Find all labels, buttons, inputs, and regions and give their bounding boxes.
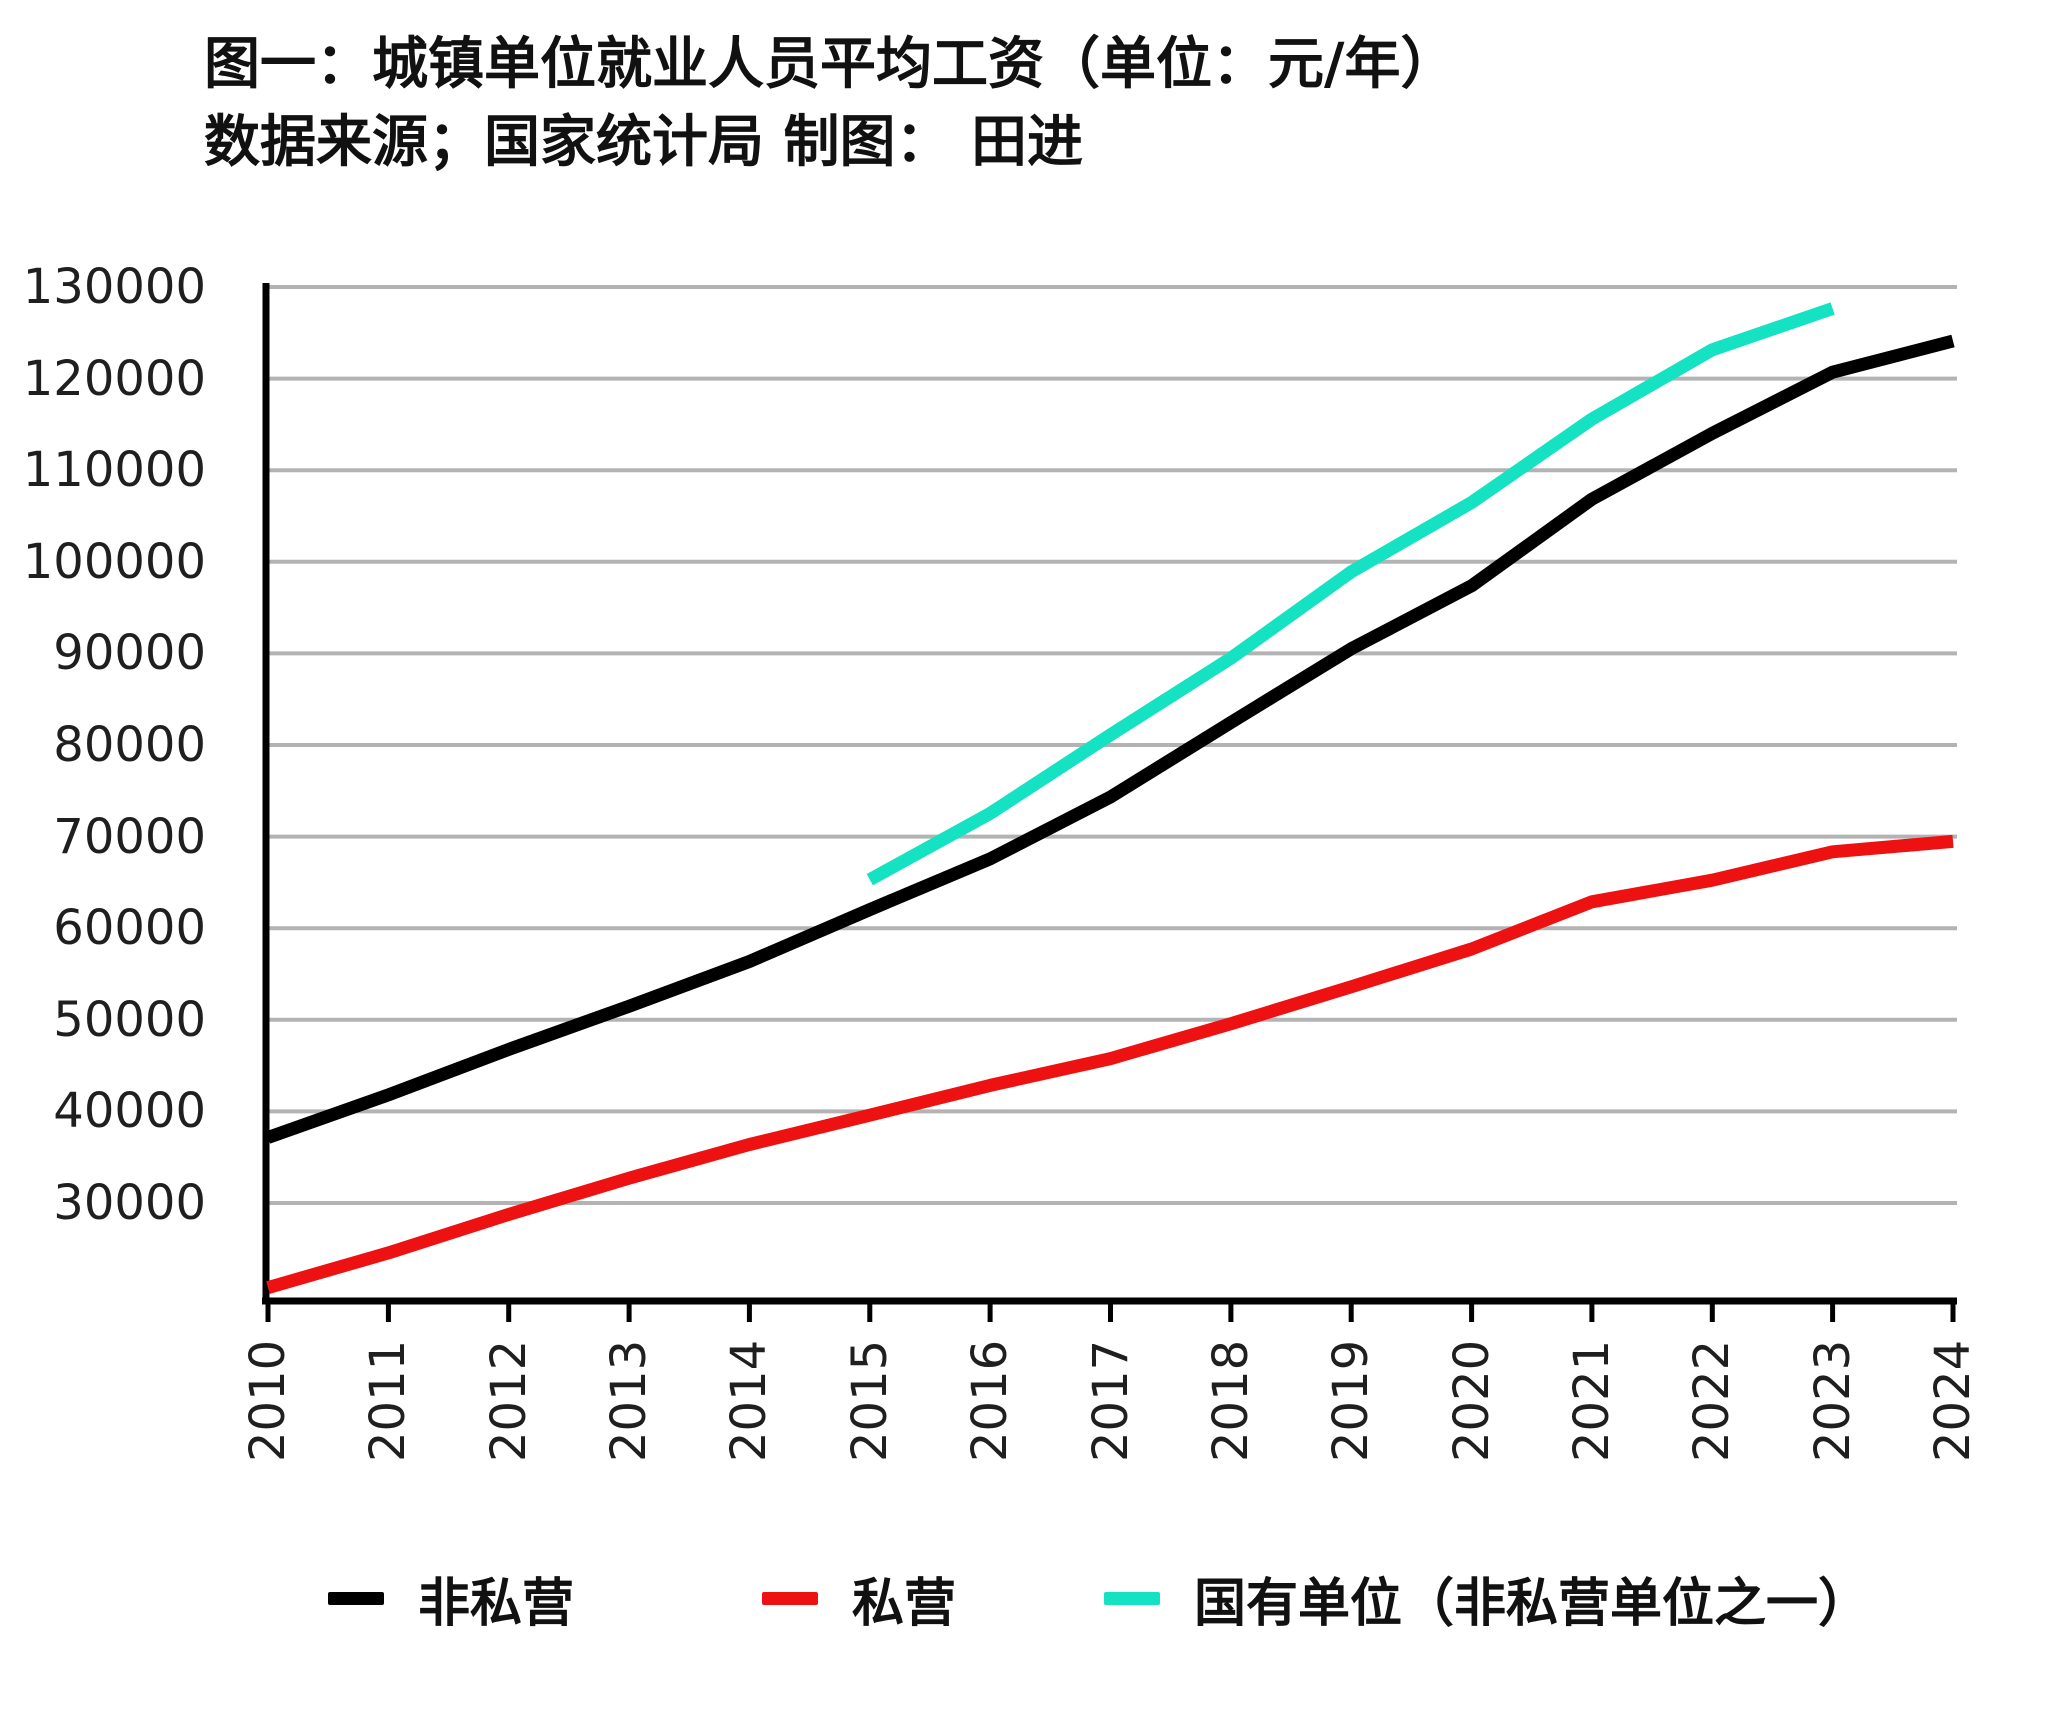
private-line-swatch bbox=[762, 1591, 818, 1605]
y-tick-label: 120000 bbox=[22, 350, 206, 407]
x-tick-label: 2022 bbox=[1684, 1339, 1741, 1462]
x-tick-label: 2020 bbox=[1443, 1339, 1500, 1462]
y-tick-label: 90000 bbox=[53, 625, 206, 682]
y-tick-label: 50000 bbox=[53, 991, 206, 1048]
legend-label-stateowned: 国有单位（非私营单位之一） bbox=[1194, 1573, 1871, 1634]
nonprivate-line-swatch bbox=[328, 1591, 384, 1605]
y-tick-label: 130000 bbox=[22, 259, 206, 315]
x-tick-label: 2011 bbox=[360, 1339, 417, 1462]
x-tick-label: 2018 bbox=[1202, 1339, 1259, 1462]
x-tick-label: 2013 bbox=[601, 1339, 658, 1462]
legend-item-nonprivate: 非私营 bbox=[328, 1566, 574, 1634]
legend: 非私营 私营 国有单位（非私营单位之一） bbox=[0, 1566, 2053, 1636]
y-tick-label: 80000 bbox=[53, 717, 206, 773]
y-tick-label: 40000 bbox=[53, 1083, 206, 1140]
x-tick-label: 2010 bbox=[240, 1339, 296, 1462]
x-tick-label: 2019 bbox=[1323, 1339, 1380, 1462]
y-tick-label: 70000 bbox=[53, 808, 206, 865]
legend-item-stateowned: 国有单位（非私营单位之一） bbox=[1104, 1566, 1870, 1634]
y-tick-label: 100000 bbox=[22, 533, 206, 590]
x-tick-label: 2021 bbox=[1563, 1339, 1620, 1462]
legend-label-private: 私营 bbox=[852, 1573, 957, 1634]
x-tick-label: 2023 bbox=[1804, 1339, 1861, 1462]
x-tick-label: 2016 bbox=[962, 1339, 1019, 1462]
stateowned-line-swatch bbox=[1104, 1591, 1160, 1605]
x-tick-label: 2017 bbox=[1082, 1339, 1139, 1462]
y-tick-label: 110000 bbox=[22, 442, 206, 499]
y-tick-label: 60000 bbox=[53, 900, 206, 957]
chart-title: 图一：城镇单位就业人员平均工资（单位：元/年） bbox=[204, 32, 1457, 97]
x-tick-label: 2024 bbox=[1925, 1339, 1981, 1462]
chart-title-block: 图一：城镇单位就业人员平均工资（单位：元/年） 数据来源；国家统计局 制图： 田… bbox=[204, 26, 1456, 182]
chart-source-note: 数据来源；国家统计局 制图： 田进 bbox=[204, 110, 1083, 175]
x-tick-label: 2012 bbox=[480, 1339, 537, 1462]
x-tick-label: 2015 bbox=[841, 1339, 898, 1462]
x-tick-label: 2014 bbox=[721, 1339, 778, 1462]
legend-label-nonprivate: 非私营 bbox=[418, 1573, 575, 1634]
legend-item-private: 私营 bbox=[762, 1566, 956, 1634]
y-tick-label: 30000 bbox=[53, 1175, 206, 1231]
